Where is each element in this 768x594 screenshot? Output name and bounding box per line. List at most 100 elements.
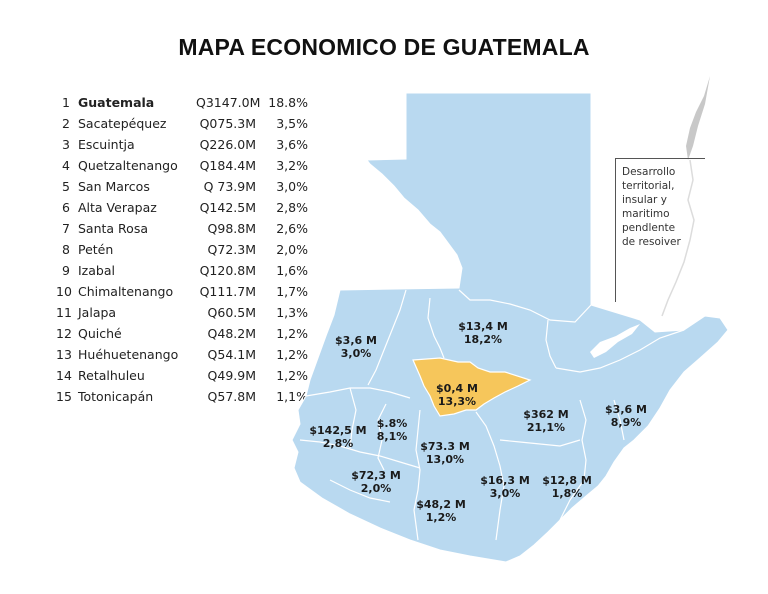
note-line: pendlente — [622, 222, 676, 234]
note-line: maritimo — [622, 208, 670, 220]
department-name: Escuintja — [78, 137, 135, 152]
svg-text:1,2%: 1,2% — [426, 511, 457, 524]
disputed-territory — [686, 76, 710, 160]
department-value: Q57.8M — [207, 389, 256, 404]
svg-text:18,2%: 18,2% — [464, 333, 502, 346]
department-name: Petén — [78, 242, 114, 257]
department-pct: 1,3% — [276, 305, 308, 320]
department-name: Alta Verapaz — [78, 200, 157, 215]
map-label: $13,4 M 18,2% — [458, 320, 508, 346]
svg-text:$13,4 M: $13,4 M — [458, 320, 508, 333]
disputed-territory-outline — [661, 159, 695, 317]
map-title: MAPA ECONOMICO DE GUATEMALA — [178, 34, 590, 60]
department-name: Quetzaltenango — [78, 158, 178, 173]
svg-text:$16,3 M: $16,3 M — [480, 474, 530, 487]
svg-text:8,1%: 8,1% — [377, 430, 408, 443]
department-value: Q120.8M — [199, 263, 256, 278]
department-name: Totonicapán — [78, 389, 154, 404]
svg-text:$3,6 M: $3,6 M — [335, 334, 377, 347]
department-pct: 1,1% — [276, 389, 308, 404]
department-pct: 1,6% — [276, 263, 308, 278]
department-pct: 3,5% — [276, 116, 308, 131]
svg-text:$.8%: $.8% — [377, 417, 408, 430]
department-value: Q111.7M — [199, 284, 256, 299]
department-value: Q184.4M — [199, 158, 256, 173]
map-label: $3,6 M 8,9% — [605, 403, 647, 429]
svg-text:2,8%: 2,8% — [323, 437, 354, 450]
svg-text:$142,5 M: $142,5 M — [309, 424, 366, 437]
lake-izabal — [590, 324, 640, 358]
rank-number: 14 — [56, 368, 72, 383]
department-value: Q48.2M — [207, 326, 256, 341]
svg-text:$12,8 M: $12,8 M — [542, 474, 592, 487]
svg-text:$73.3 M: $73.3 M — [420, 440, 470, 453]
department-name: Retalhuleu — [78, 368, 145, 383]
department-pct: 3,6% — [276, 137, 308, 152]
department-pct: 3,0% — [276, 179, 308, 194]
svg-text:1,8%: 1,8% — [552, 487, 583, 500]
note-line: Desarrollo — [622, 166, 676, 178]
department-name: Guatemala — [78, 95, 155, 110]
department-name: Huéhuetenango — [78, 347, 179, 362]
map-label: $142,5 M 2,8% — [309, 424, 366, 450]
department-name: Quiché — [78, 326, 122, 341]
svg-text:3,0%: 3,0% — [341, 347, 372, 360]
svg-text:$72,3 M: $72,3 M — [351, 469, 401, 482]
note-line: de resoiver — [622, 236, 681, 248]
svg-text:13,3%: 13,3% — [438, 395, 476, 408]
rank-number: 12 — [56, 326, 72, 341]
department-pct: 1,2% — [276, 368, 308, 383]
department-pct: 2,8% — [276, 200, 308, 215]
department-name: San Marcos — [78, 179, 150, 194]
department-pct: 1,2% — [276, 347, 308, 362]
map-label: $12,8 M 1,8% — [542, 474, 592, 500]
department-value: Q075.3M — [199, 116, 256, 131]
svg-text:13,0%: 13,0% — [426, 453, 464, 466]
rank-number: 8 — [62, 242, 70, 257]
rank-number: 3 — [62, 137, 70, 152]
department-value: Q49.9M — [207, 368, 256, 383]
rank-number: 15 — [56, 389, 72, 404]
map-label: $72,3 M 2,0% — [351, 469, 401, 495]
svg-text:21,1%: 21,1% — [527, 421, 565, 434]
department-name: Sacatepéquez — [78, 116, 167, 131]
highlighted-department — [412, 357, 532, 417]
territorial-note: Desarrollo territorial, insular y mariti… — [615, 158, 705, 302]
department-name: Jalapa — [78, 305, 117, 320]
rank-number: 10 — [56, 284, 72, 299]
map-label: $3,6 M 3,0% — [335, 334, 377, 360]
map-label: $73.3 M 13,0% — [420, 440, 470, 466]
department-pct: 2,0% — [276, 242, 308, 257]
svg-text:3,0%: 3,0% — [490, 487, 521, 500]
rank-number: 1 — [62, 95, 70, 110]
department-pct: 18.8% — [268, 95, 308, 110]
rank-number: 9 — [62, 263, 70, 278]
svg-text:8,9%: 8,9% — [611, 416, 642, 429]
department-pct: 1,2% — [276, 326, 308, 341]
rank-number: 11 — [56, 305, 72, 320]
department-name: Santa Rosa — [78, 221, 148, 236]
svg-text:$362 M: $362 M — [523, 408, 568, 421]
map-label: $362 M 21,1% — [523, 408, 568, 434]
department-value: Q226.0M — [199, 137, 256, 152]
department-pct: 3,2% — [276, 158, 308, 173]
svg-text:$48,2 M: $48,2 M — [416, 498, 466, 511]
map-label: $48,2 M 1,2% — [416, 498, 466, 524]
map-label-highlight: $0,4 M 13,3% — [436, 382, 478, 408]
svg-text:$3,6 M: $3,6 M — [605, 403, 647, 416]
rank-number: 4 — [62, 158, 70, 173]
department-name: Chimaltenango — [78, 284, 174, 299]
map-label: $.8% 8,1% — [377, 417, 408, 443]
map-label: $16,3 M 3,0% — [480, 474, 530, 500]
department-value: Q54.1M — [207, 347, 256, 362]
department-value: Q60.5M — [207, 305, 256, 320]
svg-text:2,0%: 2,0% — [361, 482, 392, 495]
department-value: Q 73.9M — [203, 179, 256, 194]
rank-number: 13 — [56, 347, 72, 362]
note-line: insular y — [622, 194, 667, 206]
department-value: Q98.8M — [207, 221, 256, 236]
note-line: territorial, — [622, 180, 675, 192]
department-value: Q72.3M — [207, 242, 256, 257]
country-outline — [291, 92, 729, 563]
